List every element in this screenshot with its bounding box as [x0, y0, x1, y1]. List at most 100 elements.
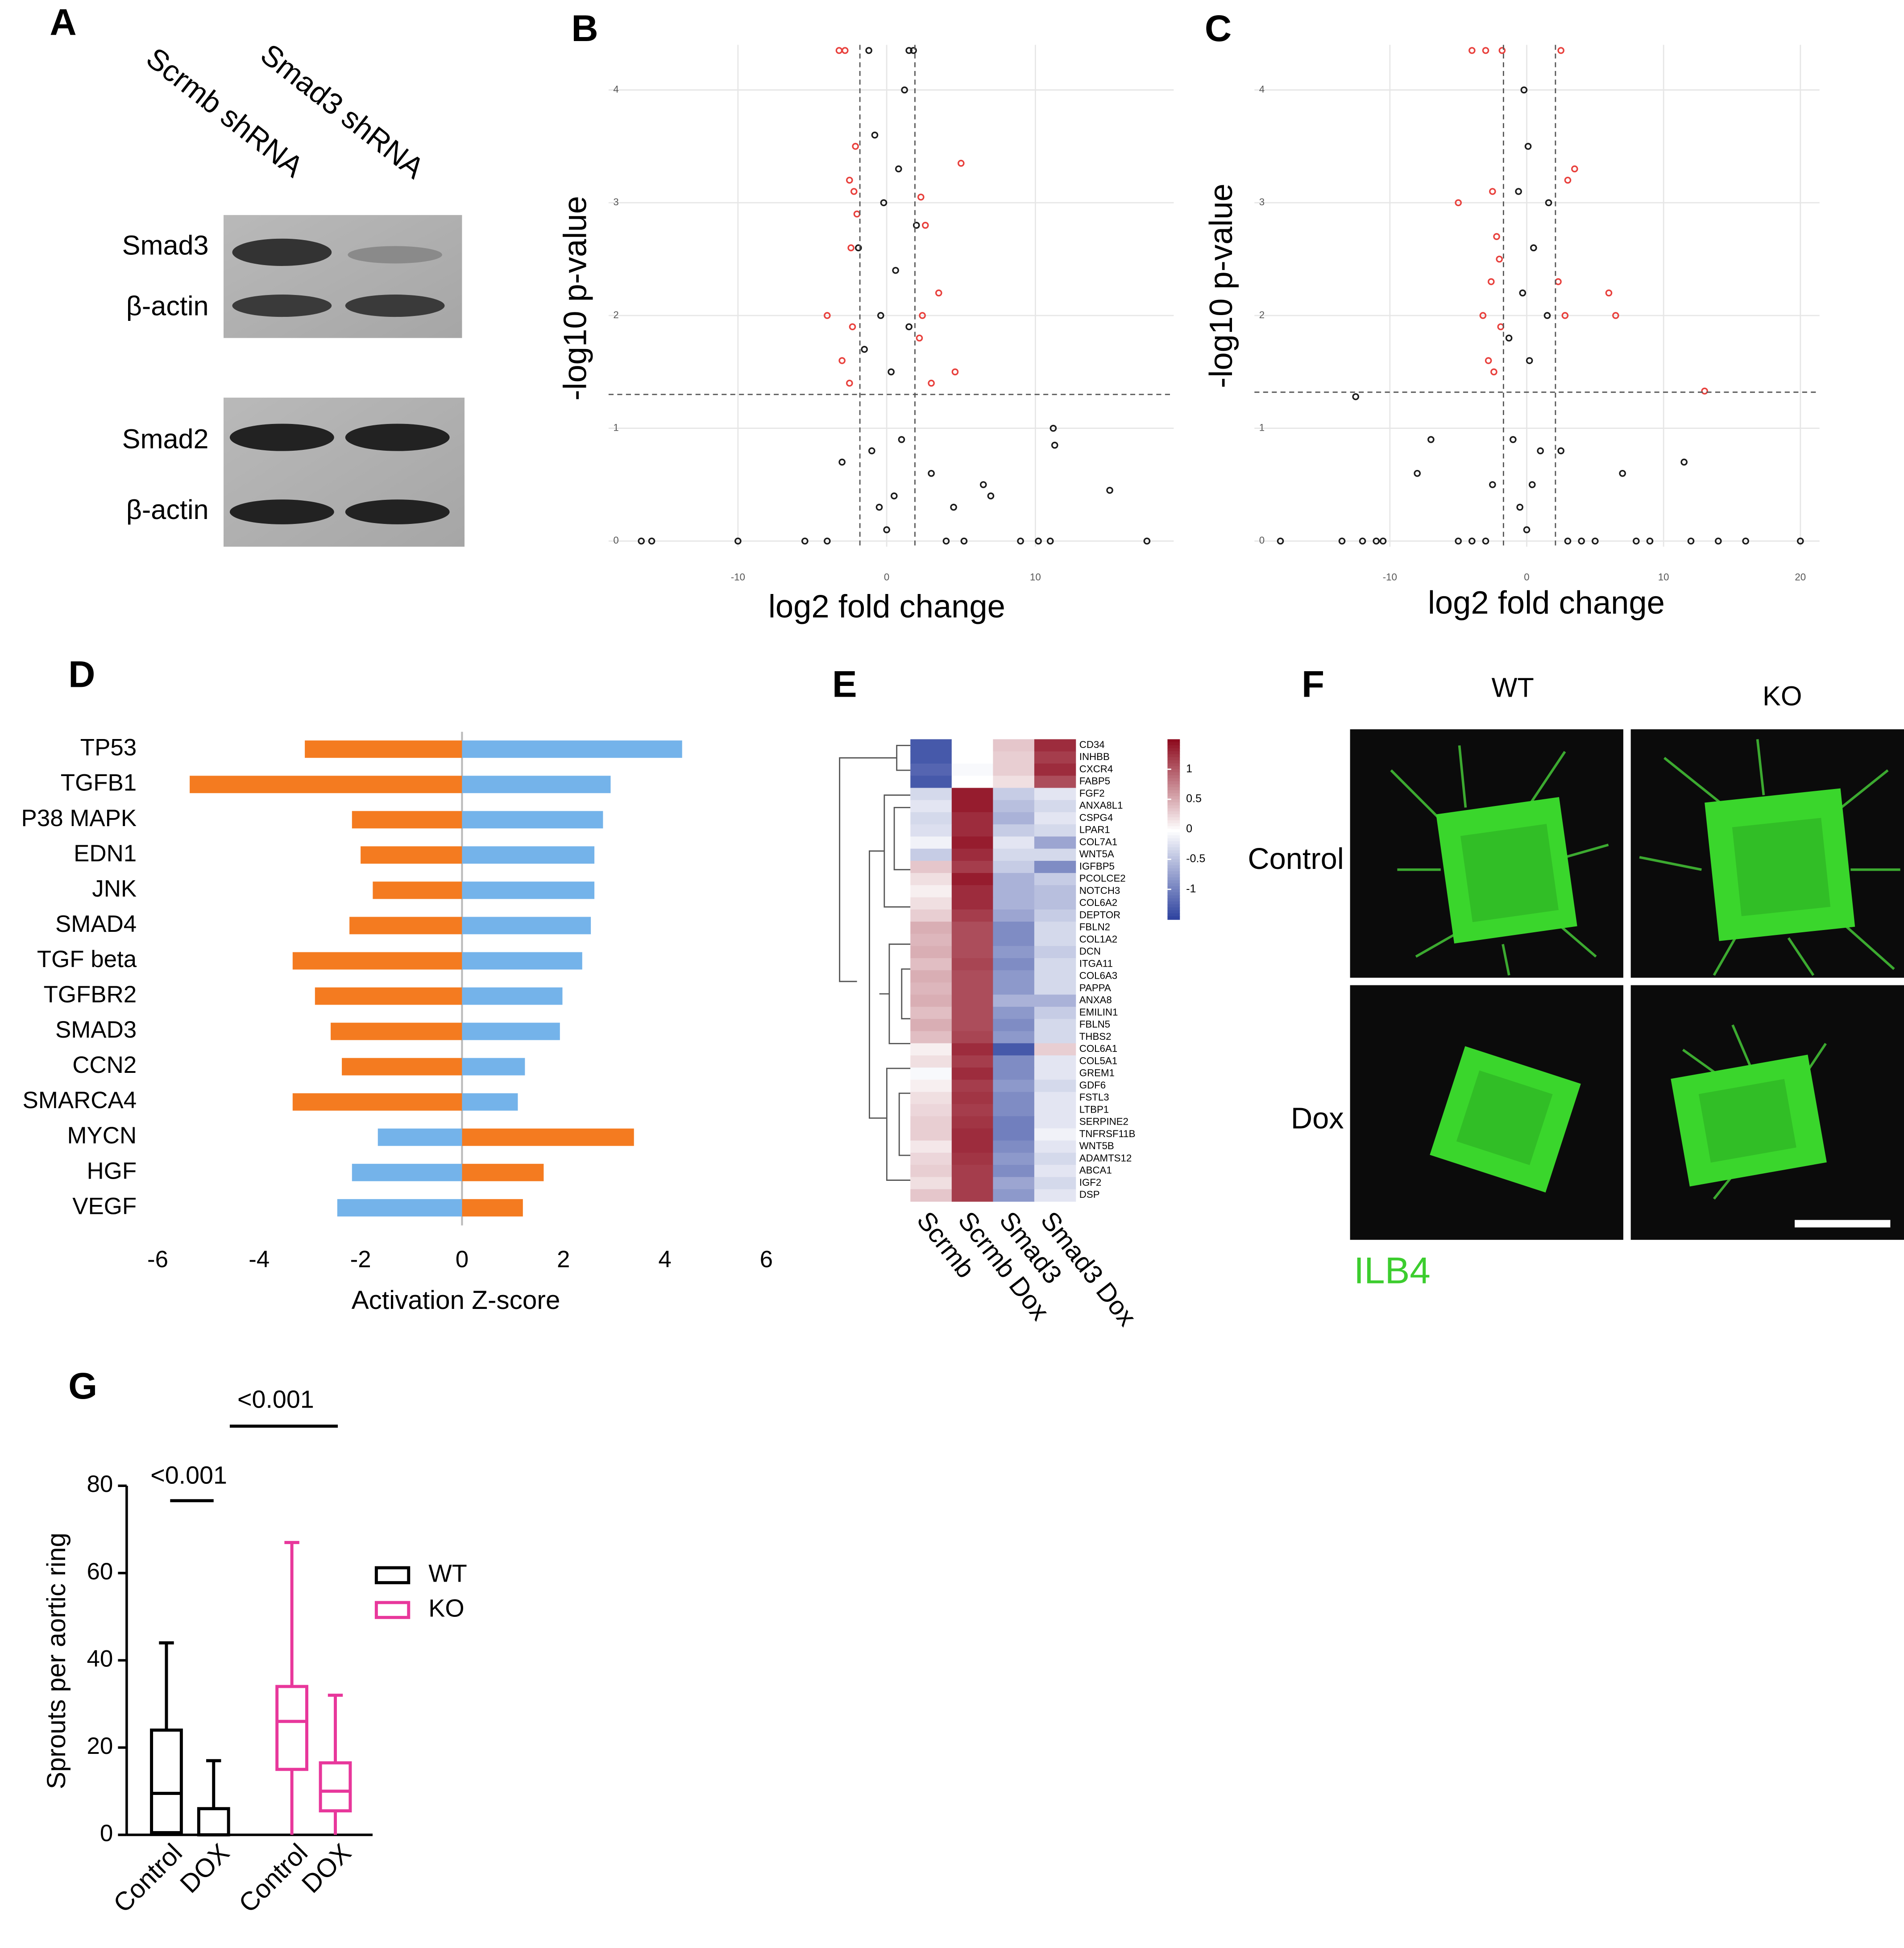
point	[1612, 312, 1619, 319]
point	[877, 312, 884, 319]
colorbar-step	[1167, 799, 1180, 803]
point	[1516, 503, 1523, 511]
point	[1455, 199, 1462, 207]
heatmap-cell	[1034, 922, 1076, 935]
row-label: CD34	[1079, 739, 1105, 750]
heatmap-cell	[993, 1043, 1035, 1056]
colorbar-step	[1167, 745, 1180, 749]
heatmap-cell	[993, 873, 1035, 886]
x-tick-label: 2	[557, 1246, 570, 1272]
point	[1468, 537, 1476, 545]
colorbar-step	[1167, 835, 1180, 839]
category-label: SMARCA4	[23, 1087, 137, 1113]
point	[1528, 481, 1536, 488]
heatmap-cell	[951, 1140, 994, 1153]
point	[935, 289, 942, 297]
colorbar-step	[1167, 787, 1180, 791]
heatmap-cell	[993, 1116, 1035, 1129]
heatmap-cell	[951, 848, 994, 861]
heatmap-cell	[1034, 1152, 1076, 1166]
heatmap-cell	[1034, 897, 1076, 910]
point	[1493, 233, 1500, 240]
point	[957, 160, 965, 167]
point	[1049, 424, 1057, 432]
panel-label: B	[571, 7, 598, 49]
point	[1571, 165, 1578, 173]
heatmap-cell	[910, 1177, 952, 1190]
column-label: WT	[1492, 672, 1534, 702]
heatmap-cell	[910, 982, 952, 995]
heatmap-cell	[951, 1177, 994, 1190]
colorbar-step	[1167, 760, 1180, 764]
heatmap-cell	[910, 946, 952, 959]
heatmap-cell	[993, 1055, 1035, 1068]
y-tick-label: 2	[613, 309, 618, 320]
column-label: KO	[1763, 681, 1802, 711]
point	[1455, 537, 1462, 545]
colorbar-step	[1167, 871, 1180, 875]
x-tick-label: 20	[1795, 571, 1806, 582]
heatmap-cell	[910, 994, 952, 1007]
heatmap-cell	[910, 909, 952, 922]
heatmap-cell	[951, 1019, 994, 1032]
colorbar-step	[1167, 811, 1180, 815]
heatmap-cell	[1034, 739, 1076, 752]
point	[916, 334, 923, 342]
point	[1497, 323, 1505, 331]
row-label: COL6A2	[1079, 897, 1117, 908]
row-label: ADAMTS12	[1079, 1152, 1132, 1163]
point	[1515, 188, 1522, 195]
colorbar-step	[1167, 868, 1180, 872]
heatmap-cell	[910, 1006, 952, 1020]
point	[917, 193, 925, 201]
x-tick-label: 4	[658, 1246, 671, 1272]
heatmap-cell	[910, 873, 952, 886]
bar	[462, 1128, 634, 1146]
heatmap-cell	[1034, 970, 1076, 983]
colorbar-step	[1167, 841, 1180, 845]
panel-label: G	[68, 1365, 97, 1407]
colorbar-step	[1167, 805, 1180, 809]
point	[1510, 436, 1517, 443]
category-label: VEGF	[72, 1193, 137, 1219]
annotation: <0.001	[150, 1461, 227, 1489]
point	[910, 47, 917, 54]
row-label: SERPINE2	[1079, 1116, 1128, 1127]
row-label: DCN	[1079, 946, 1101, 957]
colorbar-step	[1167, 751, 1180, 755]
band	[345, 424, 450, 451]
bar	[337, 1199, 462, 1217]
dendrogram	[839, 744, 911, 1181]
point	[1715, 537, 1722, 545]
bar	[305, 740, 462, 758]
heatmap-cell	[1034, 800, 1076, 813]
heatmap-cell	[951, 812, 994, 825]
point	[913, 222, 920, 229]
heatmap-cell	[1034, 1080, 1076, 1092]
row-label: ANXA8	[1079, 994, 1112, 1005]
point	[1482, 537, 1489, 545]
heatmap-cell	[951, 1152, 994, 1166]
bar	[462, 987, 563, 1005]
colorbar-step	[1167, 739, 1180, 743]
heatmap-cell	[910, 751, 952, 764]
heatmap-cell	[910, 860, 952, 874]
heatmap-cell	[993, 1189, 1035, 1202]
x-tick-label: 6	[760, 1246, 773, 1272]
row-label: CSPG4	[1079, 812, 1113, 823]
heatmap-cell	[1034, 1092, 1076, 1105]
x-tick-label: -2	[350, 1246, 371, 1272]
category-label: JNK	[92, 876, 137, 902]
colorbar-step	[1167, 859, 1180, 863]
point	[1797, 537, 1804, 545]
point	[960, 537, 968, 545]
heatmap-cell	[910, 1165, 952, 1178]
heatmap-cell	[910, 776, 952, 789]
category-label: DOX	[296, 1838, 357, 1899]
heatmap-cell	[910, 1080, 952, 1092]
heatmap-cell	[910, 800, 952, 813]
heatmap-cell	[951, 1128, 994, 1141]
colorbar-step	[1167, 784, 1180, 788]
point	[1545, 199, 1552, 207]
point	[852, 143, 859, 150]
